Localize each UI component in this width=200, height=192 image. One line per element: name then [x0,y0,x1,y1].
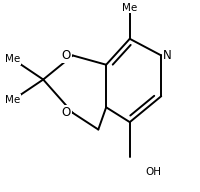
Text: OH: OH [146,167,162,177]
Text: O: O [62,106,71,119]
Text: N: N [163,49,172,62]
Text: O: O [62,49,71,62]
Text: Me: Me [122,3,137,13]
Text: Me: Me [5,95,21,105]
Text: Me: Me [5,54,21,64]
